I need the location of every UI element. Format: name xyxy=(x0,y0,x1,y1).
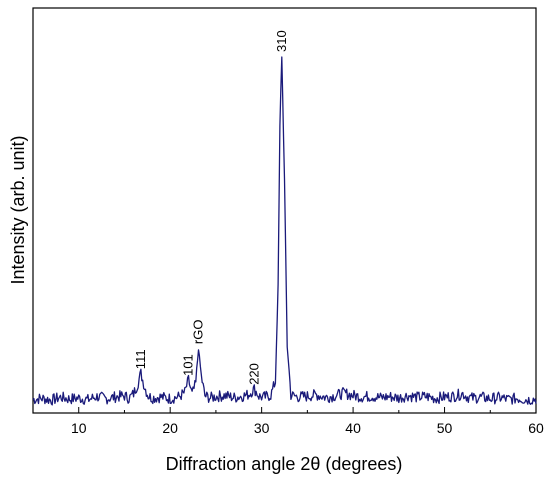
x-axis-title: Diffraction angle 2θ (degrees) xyxy=(166,454,403,474)
plot-frame xyxy=(32,7,537,414)
x-tick-label: 40 xyxy=(345,420,361,436)
x-tick-label: 10 xyxy=(71,420,87,436)
x-tick-label: 60 xyxy=(528,420,544,436)
peak-label: 101 xyxy=(181,354,196,376)
peak-label: rGO xyxy=(191,320,206,345)
peak-annotations: 111 101 rGO 220 310 xyxy=(133,30,289,385)
y-axis-title: Intensity (arb. unit) xyxy=(8,135,28,284)
diffraction-pattern-line xyxy=(32,56,537,406)
peak-label: 310 xyxy=(274,30,289,52)
x-axis-ticks xyxy=(32,407,537,413)
x-tick-label: 50 xyxy=(437,420,453,436)
x-tick-label: 20 xyxy=(162,420,178,436)
x-axis-tick-labels: 10 20 30 40 50 60 xyxy=(71,420,544,436)
peak-label: 111 xyxy=(133,349,148,369)
peak-label: 220 xyxy=(246,363,261,385)
x-tick-label: 30 xyxy=(254,420,270,436)
